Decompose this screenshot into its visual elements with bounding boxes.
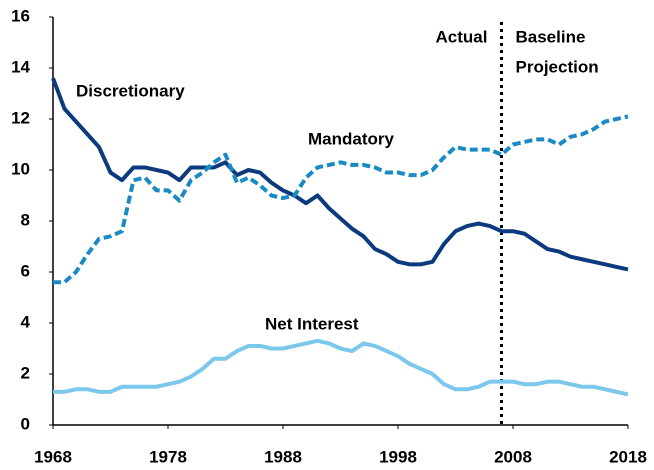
- series-label: Net Interest: [265, 314, 359, 333]
- y-tick-label: 6: [21, 261, 30, 280]
- series-label: Mandatory: [308, 129, 395, 148]
- y-tick-label: 14: [11, 57, 30, 76]
- x-tick-label: 2018: [609, 447, 647, 466]
- y-tick-label: 2: [21, 363, 30, 382]
- y-tick-label: 8: [21, 210, 30, 229]
- annotation: Actual: [436, 27, 488, 46]
- x-tick-label: 1988: [264, 447, 302, 466]
- x-tick-label: 2008: [494, 447, 532, 466]
- y-tick-label: 0: [21, 414, 30, 433]
- y-tick-label: 4: [21, 312, 31, 331]
- annotation: Projection: [516, 57, 599, 76]
- series-label: Discretionary: [76, 81, 185, 100]
- y-tick-label: 12: [11, 108, 30, 127]
- series-line: [53, 338, 629, 397]
- y-tick-label: 10: [11, 159, 30, 178]
- y-tick-label: 16: [11, 6, 30, 25]
- series-line: [51, 77, 629, 272]
- series-line: [53, 114, 629, 285]
- x-tick-label: 1998: [379, 447, 417, 466]
- annotation: Baseline: [516, 27, 586, 46]
- x-tick-label: 1978: [149, 447, 187, 466]
- x-tick-label: 1968: [34, 447, 72, 466]
